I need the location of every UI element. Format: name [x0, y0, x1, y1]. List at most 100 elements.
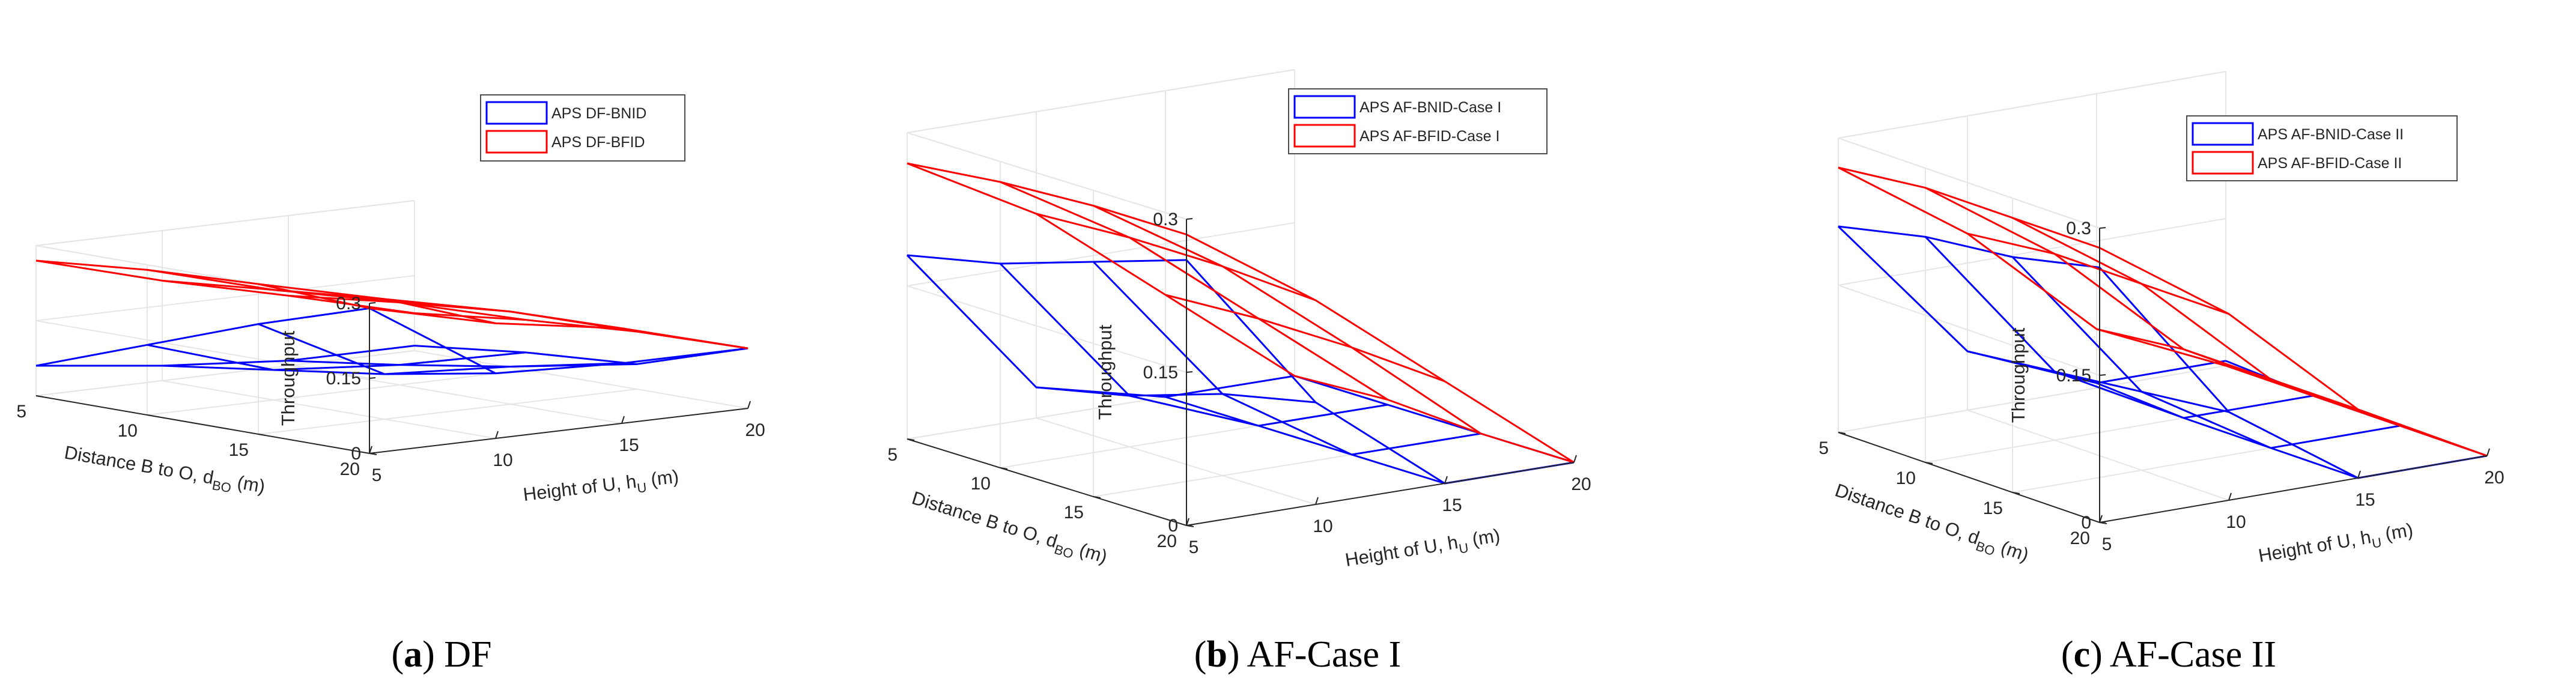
caption: (b) AF-Case I: [1194, 634, 1401, 675]
grid-line: [1036, 417, 1316, 505]
surface-mesh-line: [35, 259, 415, 314]
legend-swatch: [485, 130, 548, 154]
x-tick: [2486, 448, 2490, 456]
surface-bnid: [35, 307, 749, 375]
x-tick-label: 20: [745, 420, 765, 440]
surface-mesh-line: [162, 279, 496, 324]
x-tick-label: 10: [493, 450, 512, 470]
legend-entry-label: APS AF-BFID-Case I: [1359, 128, 1499, 145]
surface-mesh-line: [1967, 232, 2229, 315]
surface-mesh-line: [1186, 234, 1575, 464]
box-edge: [1838, 71, 2226, 139]
legend: APS DF-BNID APS DF-BFID: [480, 94, 685, 162]
grid-line: [35, 350, 415, 396]
x-tick: [2357, 470, 2361, 479]
surface-mesh-line: [1838, 225, 2100, 268]
legend-entry-label: APS DF-BNID: [551, 105, 646, 122]
x-tick-label: 5: [2102, 534, 2112, 554]
surface-bfid: [1838, 166, 2488, 457]
surface-mesh-line: [907, 162, 1295, 377]
z-tick-label: 0.15: [326, 369, 361, 389]
box-edge: [907, 132, 1187, 220]
z-axis-label: Throughput: [2008, 327, 2029, 423]
y-tick: [1186, 525, 1194, 527]
x-tick-label: 20: [2484, 468, 2504, 488]
surface-mesh-line: [1838, 166, 2226, 367]
legend-swatch: [2192, 151, 2254, 175]
x-tick: [2228, 492, 2232, 501]
surface-mesh-line: [2099, 247, 2488, 457]
legend-entry-label: APS DF-BFID: [551, 134, 645, 151]
y-tick-label: 15: [1983, 498, 2003, 518]
surface-mesh-line: [147, 268, 526, 321]
x-axis: [369, 408, 749, 454]
y-tick: [1093, 496, 1101, 498]
legend: APS AF-BNID-Case II APS AF-BFID-Case II: [2186, 115, 2458, 181]
surface-mesh-line: [369, 307, 749, 375]
y-tick: [2099, 522, 2107, 524]
surface-mesh-line: [414, 345, 749, 365]
x-tick: [2099, 515, 2103, 523]
x-tick: [621, 416, 625, 424]
surface-mesh-line: [1165, 294, 1445, 383]
grid-line: [288, 365, 622, 424]
surface-mesh-line: [36, 345, 415, 367]
grid-line: [1838, 285, 2100, 376]
x-tick-label: 5: [1189, 537, 1199, 557]
y-tick-label: 15: [1064, 503, 1084, 522]
grid-line: [258, 389, 637, 435]
legend-swatch: [1293, 95, 1356, 119]
legend-entry-label: APS AF-BNID-Case I: [1359, 99, 1501, 116]
y-tick-label: 10: [1896, 468, 1916, 488]
surface-bfid: [35, 259, 749, 350]
surface-mesh-line: [35, 259, 370, 309]
surface-mesh-line: [907, 162, 1187, 235]
x-tick-label: 5: [372, 465, 382, 485]
x-axis: [2099, 455, 2488, 523]
grid-line: [1838, 218, 2226, 286]
surface-mesh-line: [2096, 382, 2359, 479]
surface-mesh-line: [1000, 181, 1388, 401]
grid-line: [162, 380, 496, 439]
z-tick-label: 0.15: [1143, 363, 1178, 383]
y-tick-label: 5: [887, 445, 898, 465]
y-tick: [1838, 432, 1846, 434]
z-tick-label: 0: [1168, 516, 1178, 536]
surface-mesh-line: [1924, 236, 2313, 419]
y-tick-label: 20: [1157, 531, 1177, 551]
y-tick-label: 5: [16, 402, 26, 422]
y-axis: [1838, 432, 2100, 523]
surface-mesh-line: [1838, 166, 2100, 249]
z-axis-label: Throughput: [278, 330, 299, 426]
x-axis: [1186, 462, 1575, 526]
y-tick: [1000, 467, 1008, 470]
surface-mesh-line: [1837, 225, 2226, 384]
surface-mesh-line: [2012, 217, 2401, 427]
surface-mesh-line: [147, 344, 526, 371]
legend-entry-label: APS AF-BFID-Case II: [2258, 155, 2402, 172]
x-tick-label: 10: [1313, 516, 1332, 536]
y-tick-label: 5: [1818, 438, 1829, 458]
y-tick-label: 10: [971, 474, 991, 494]
grid-line: [1967, 410, 2229, 501]
y-tick: [147, 414, 155, 417]
legend-box: [2186, 115, 2458, 181]
x-tick-label: 20: [1571, 474, 1591, 494]
caption: (a) DF: [391, 634, 491, 675]
y-axis: [907, 438, 1187, 526]
y-tick: [35, 395, 44, 398]
grid-line: [147, 369, 526, 416]
x-tick-label: 10: [2226, 512, 2246, 532]
x-tick: [747, 401, 751, 409]
surface-mesh-line: [288, 360, 622, 368]
y-axis: [35, 395, 370, 454]
legend: APS AF-BNID-Case I APS AF-BFID-Case I: [1288, 88, 1548, 154]
grid-line: [1838, 365, 2226, 433]
surface-mesh-line: [906, 254, 1295, 398]
surface-mesh-line: [35, 307, 370, 367]
x-tick: [1573, 455, 1577, 463]
y-tick: [907, 438, 915, 441]
legend-box: [1288, 88, 1548, 154]
